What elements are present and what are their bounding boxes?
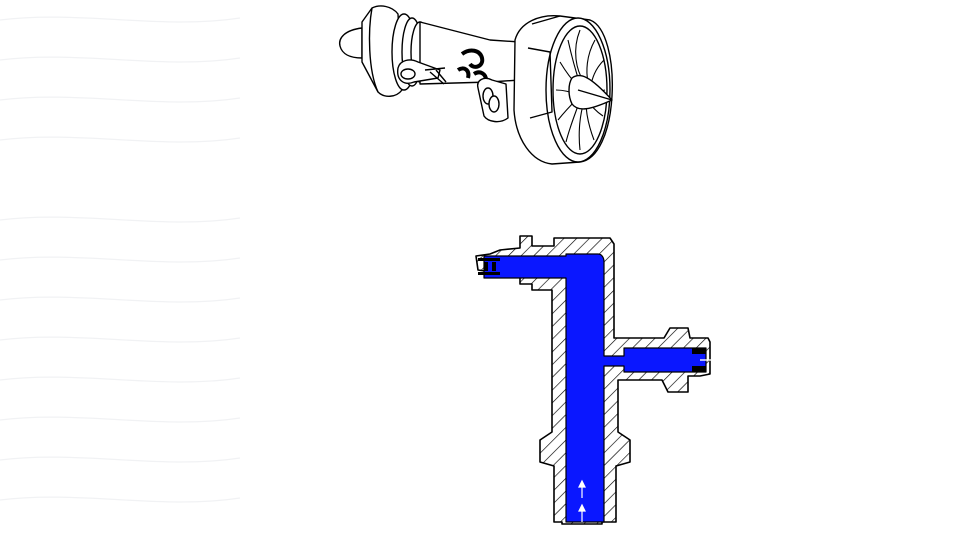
jet-engine-illustration	[338, 5, 614, 165]
left-port-seal	[478, 258, 500, 275]
engine-nose-cone	[338, 27, 363, 59]
right-port-seal	[692, 348, 706, 372]
background-watermark	[0, 16, 241, 503]
engine-spinner-cone	[568, 74, 613, 110]
tee-fitting-illustration	[475, 235, 712, 525]
flow-arrows	[578, 479, 586, 522]
fitting-fluid-channel	[483, 253, 707, 523]
